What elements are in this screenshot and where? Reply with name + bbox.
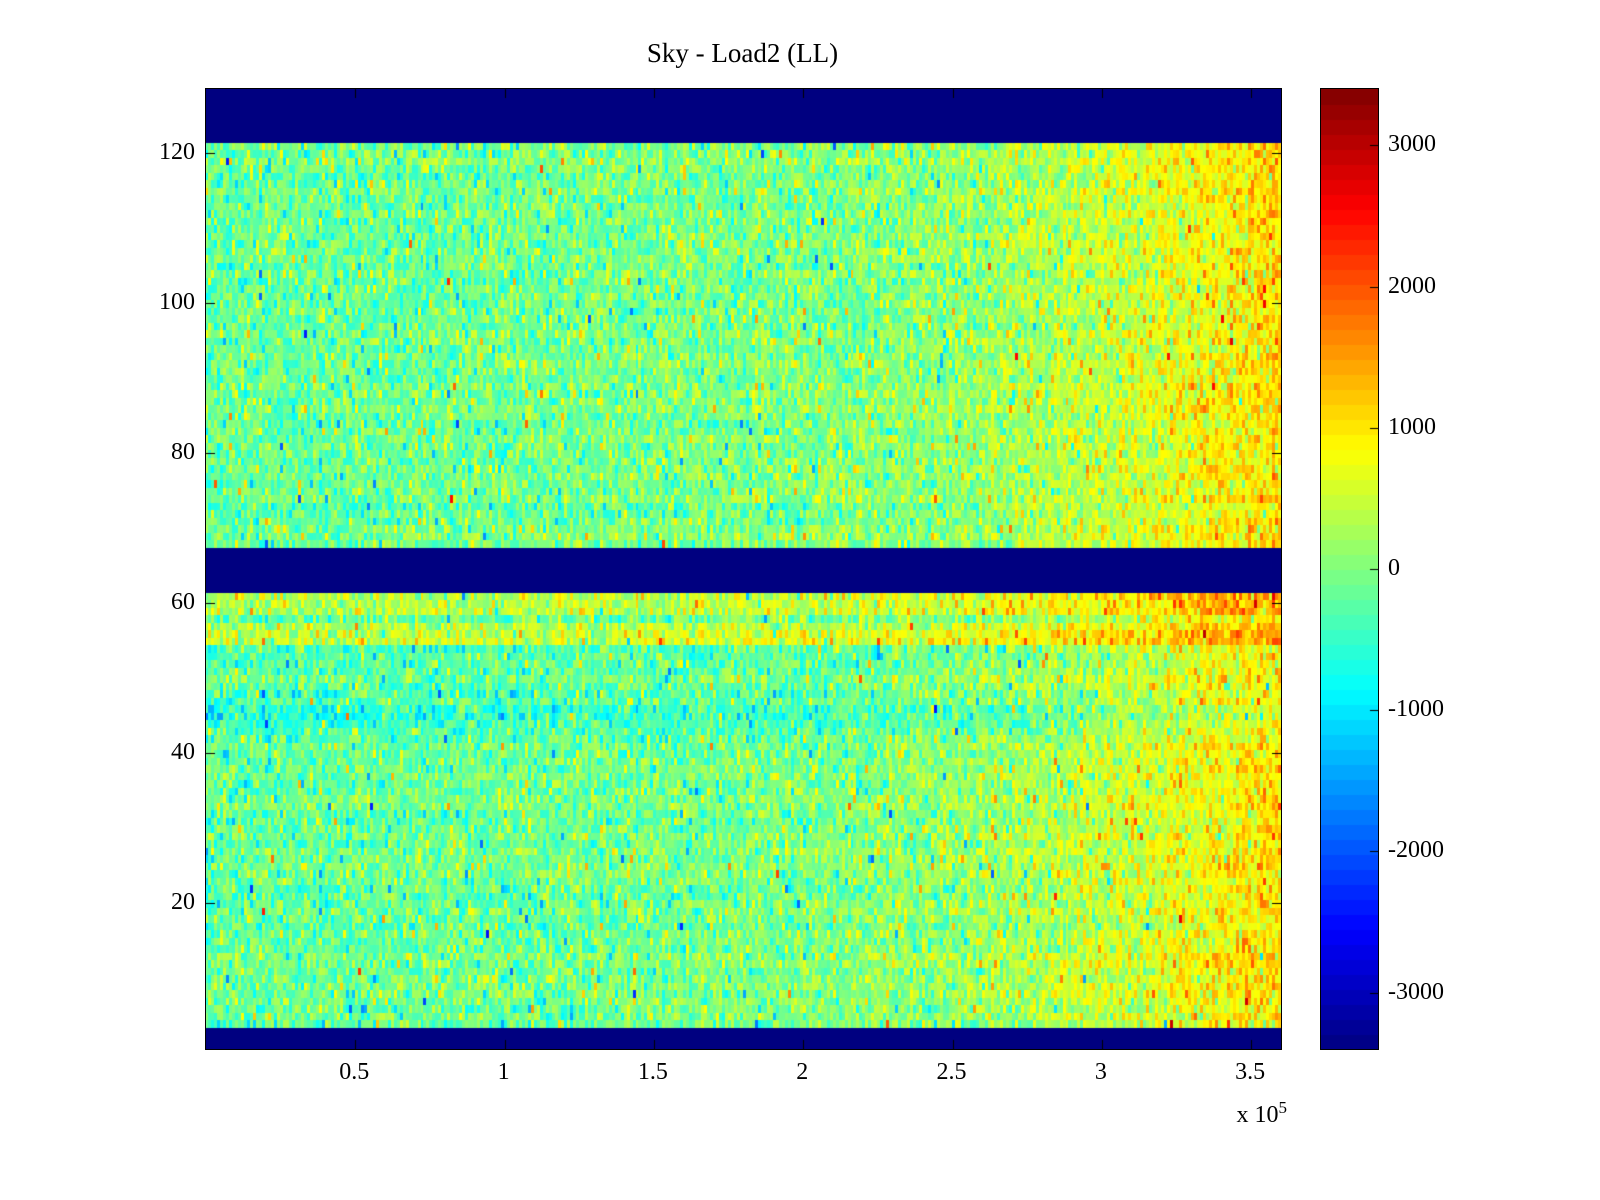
y-tick-label: 40 [171,738,195,765]
x-tick-label: 2 [796,1059,809,1085]
y-tick-label: 20 [171,888,195,915]
x-tick-label: 0.5 [339,1059,370,1085]
x-axis-exponent-label: x 105 [1100,1098,1288,1129]
y-tick-label: 120 [159,138,195,165]
colorbar-tick-label: -2000 [1388,837,1444,864]
colorbar-tick-label: 0 [1388,555,1400,581]
y-tick-label: 60 [171,588,195,615]
colorbar-tick-label: 2000 [1388,272,1436,299]
colorbar [1320,88,1379,1050]
x-tick-label: 1.5 [637,1059,668,1085]
heatmap-plot-area [205,88,1282,1050]
colorbar-tick-label: 3000 [1388,131,1436,158]
x-tick-label: 2.5 [936,1059,967,1085]
x-axis-exponent-power: 5 [1278,1098,1288,1117]
x-tick-label: 3 [1094,1059,1107,1085]
chart-title: Sky - Load2 (LL) [646,38,839,68]
y-tick-label: 100 [159,288,195,315]
x-tick-label: 1 [497,1059,510,1085]
colorbar-tick-label: -1000 [1388,696,1444,723]
x-axis-exponent-base: x 10 [1236,1102,1279,1128]
x-tick-label: 3.5 [1235,1059,1266,1085]
colorbar-tick-label: 1000 [1388,413,1436,440]
colorbar-tick-label: -3000 [1388,978,1444,1005]
y-tick-label: 80 [171,438,195,465]
